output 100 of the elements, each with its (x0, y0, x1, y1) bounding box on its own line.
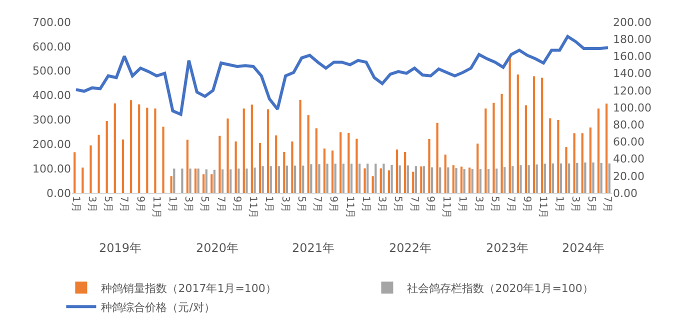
bar (348, 132, 350, 193)
bar (342, 164, 344, 193)
y2-tick-label: 120.00 (613, 84, 652, 98)
bar (130, 100, 132, 193)
bar (589, 128, 592, 193)
bar (600, 162, 602, 193)
bar (552, 163, 554, 193)
x-tick-label: 11月 (247, 196, 258, 219)
bar (315, 128, 318, 193)
x-tick-label: 5月 (586, 196, 597, 212)
bar (90, 145, 92, 193)
legend-label: 种鸽综合价格（元/对） (101, 300, 215, 314)
bar (197, 168, 200, 193)
y-tick-label: 400.00 (32, 89, 71, 102)
bar (516, 74, 519, 193)
bar (528, 165, 530, 193)
bar (210, 174, 213, 193)
x-tick-label: 1月 (360, 196, 371, 212)
bar (412, 172, 414, 193)
text: 2020年 (196, 241, 239, 255)
y2-tick-label: 140.00 (613, 67, 652, 80)
bar (340, 132, 342, 193)
bar (294, 166, 296, 193)
bar (194, 168, 197, 193)
bar (299, 100, 302, 193)
x-tick-label: 3月 (182, 196, 194, 212)
bar (364, 168, 366, 193)
bar (541, 78, 544, 193)
bar (468, 168, 471, 193)
bar (532, 76, 536, 193)
bar (173, 168, 176, 193)
bar (504, 167, 506, 193)
bar (146, 108, 148, 193)
bar (382, 164, 385, 193)
x-tick-label: 3月 (376, 196, 388, 212)
x-tick-label: 3月 (569, 196, 580, 212)
x-tick-label: 11月 (440, 196, 452, 219)
bar (366, 164, 369, 193)
y-tick-label: 100.00 (32, 162, 71, 176)
bar (608, 163, 610, 193)
bar (162, 126, 164, 193)
bar (404, 152, 406, 193)
bar (154, 108, 156, 193)
y-tick-label: 300.00 (32, 114, 71, 127)
bar (431, 167, 434, 193)
bar (122, 140, 124, 193)
bar (398, 165, 401, 193)
bar (286, 166, 288, 193)
bar (307, 115, 310, 193)
bar (484, 108, 487, 193)
bar (226, 118, 229, 193)
bar (323, 148, 326, 193)
x-tick-label: 11月 (344, 196, 355, 219)
x-tick-label: 1月 (70, 196, 81, 212)
bar (406, 165, 409, 193)
bar (495, 168, 498, 193)
bar (270, 166, 272, 193)
bar (560, 163, 562, 193)
bar (291, 141, 294, 193)
bar (283, 152, 286, 193)
text: 2021年 (292, 241, 335, 255)
bar (439, 167, 442, 193)
bar (234, 141, 237, 193)
bar (492, 102, 495, 193)
x-tick-label: 3月 (279, 196, 290, 212)
x-tick-label: 9月 (424, 196, 436, 212)
bar (388, 170, 390, 193)
bar (262, 166, 264, 193)
text: 2023年 (486, 241, 529, 255)
y2-tick-label: 100.00 (613, 101, 652, 114)
y-tick-label: 700.00 (32, 16, 71, 29)
x-tick-label: 11月 (537, 196, 548, 219)
bar (573, 133, 576, 193)
bar (189, 168, 192, 193)
bar (487, 169, 490, 193)
bar (544, 164, 546, 193)
bar (447, 167, 450, 193)
bar (358, 164, 361, 193)
bar (310, 164, 312, 193)
bar (444, 154, 446, 193)
x-tick-label: 5月 (102, 196, 114, 212)
y2-tick-label: 0.00 (613, 186, 638, 200)
bar (238, 168, 240, 193)
x-tick-label: 1月 (456, 196, 468, 212)
bar (549, 118, 552, 193)
x-tick-label: 1月 (263, 196, 274, 212)
x-tick-label: 9月 (328, 196, 339, 212)
x-tick-label: 5月 (295, 196, 306, 212)
bar (455, 168, 458, 193)
x-tick-label: 9月 (134, 196, 146, 212)
bar (258, 142, 262, 193)
bar (479, 169, 482, 193)
bar (275, 135, 278, 193)
bar (524, 105, 528, 193)
bar (205, 169, 208, 193)
bar (334, 164, 336, 193)
x-tick-label: 3月 (472, 196, 484, 212)
bar (557, 120, 560, 193)
bar (576, 162, 578, 193)
bar (476, 144, 479, 193)
